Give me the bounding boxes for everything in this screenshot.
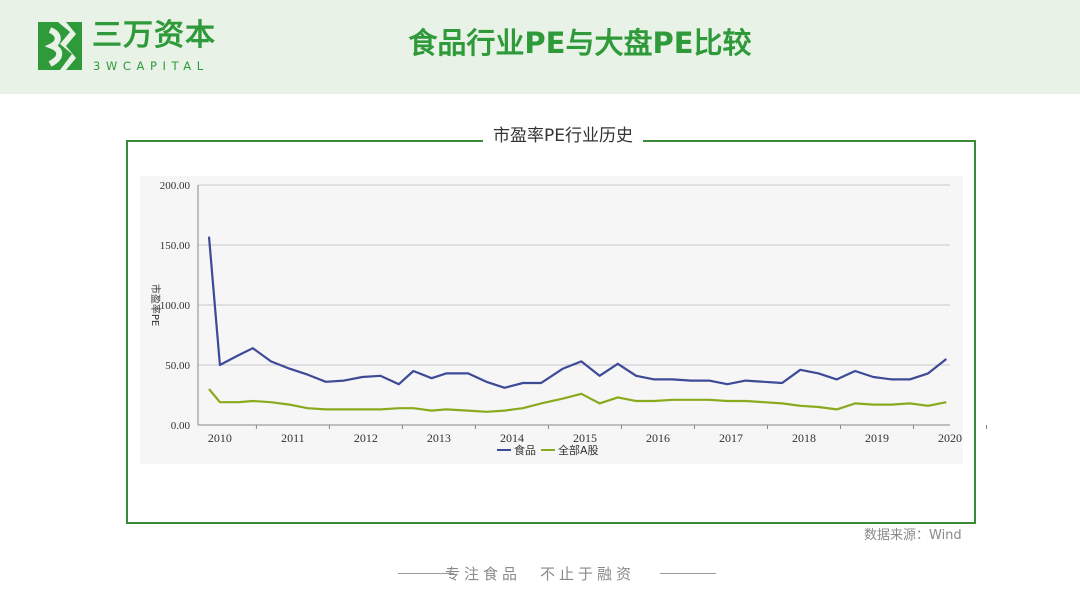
logo-icon <box>38 22 82 70</box>
x-tick-label: 2016 <box>646 431 670 445</box>
data-source-note: 数据来源：Wind <box>864 528 962 543</box>
y-tick-label: 0.00 <box>171 420 191 432</box>
x-tick-label: 2019 <box>865 431 889 445</box>
x-tick-label: 2020 <box>938 431 962 445</box>
chart-title: 市盈率PE行业历史 <box>483 124 643 148</box>
footer-divider-right <box>660 573 716 574</box>
x-tick-label: 2018 <box>792 431 816 445</box>
x-tick-label: 2011 <box>281 431 305 445</box>
x-tick-label: 2014 <box>500 431 524 445</box>
x-tick-label: 2017 <box>719 431 743 445</box>
plot-background <box>140 176 963 464</box>
page-title: 食品行业PE与大盘PE比较 <box>408 26 752 60</box>
brand-name-en: 3WCAPITAL <box>93 59 209 73</box>
brand-name: 三万资本 <box>92 18 216 53</box>
footer-slogan: 专注食品 不止于融资 <box>444 565 635 583</box>
legend-label: 食品 <box>514 443 536 457</box>
series-line-food <box>207 236 947 389</box>
y-tick-label: 150.00 <box>160 240 191 252</box>
y-tick-label: 50.00 <box>165 360 190 372</box>
x-tick-label: 2012 <box>354 431 378 445</box>
legend-label: 全部A股 <box>558 443 599 457</box>
x-tick-label: 2013 <box>427 431 451 445</box>
x-tick-label: 2015 <box>573 431 597 445</box>
x-tick-label: 2010 <box>208 431 232 445</box>
y-tick-label: 200.00 <box>160 180 191 192</box>
header-band: 三万资本 3WCAPITAL 食品行业PE与大盘PE比较 <box>0 0 1080 94</box>
y-tick-label: 100.00 <box>160 300 191 312</box>
y-axis-label: 市盈率PE <box>149 284 162 326</box>
series-line-all-a-shares <box>208 388 947 413</box>
footer-divider-left <box>398 573 454 574</box>
